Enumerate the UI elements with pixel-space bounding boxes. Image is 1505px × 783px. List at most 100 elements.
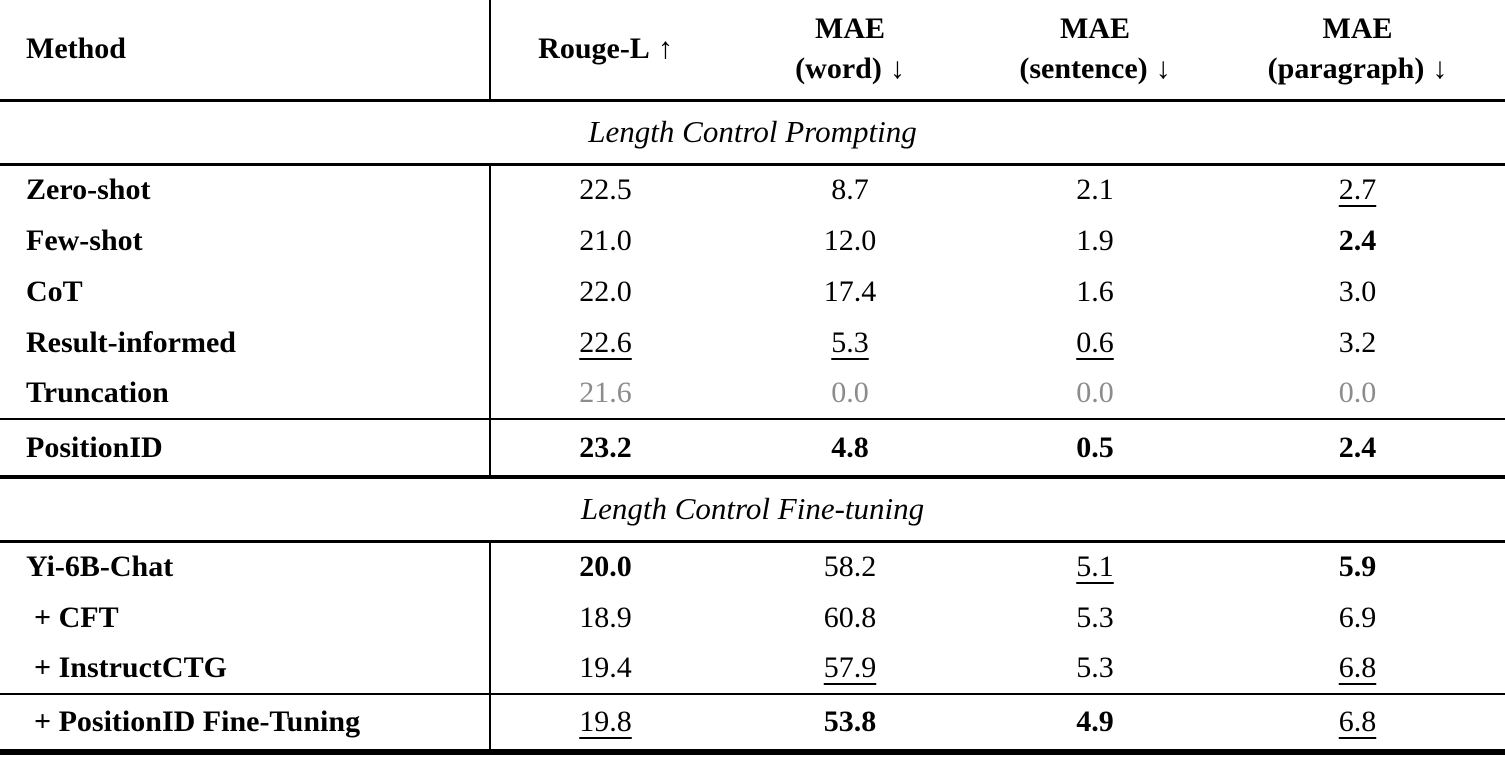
method-label: Zero-shot <box>26 173 151 207</box>
metric-value: 17.4 <box>823 274 877 308</box>
value-cell: 21.0 <box>490 215 720 266</box>
metric-value: 6.8 <box>1338 651 1377 684</box>
metric-value: 3.0 <box>1338 274 1377 308</box>
method-label: CoT <box>26 274 83 308</box>
metric-value: 57.9 <box>823 651 877 684</box>
metric-value: 4.9 <box>1076 705 1114 738</box>
down-arrow-icon: ↓ <box>889 52 905 86</box>
metric-value: 20.0 <box>579 550 632 584</box>
column-title: MAE <box>815 11 885 45</box>
value-cell: 19.8 <box>490 693 720 755</box>
metric-value: 0.6 <box>1076 325 1114 359</box>
results-table: Method Rouge-L ↑ MAE (word) ↓ MAE (sentenc… <box>0 0 1505 755</box>
value-cell: 58.2 <box>720 541 980 592</box>
value-cell: 53.8 <box>720 693 980 755</box>
metric-value: 60.8 <box>823 600 877 634</box>
metric-value: 21.6 <box>579 376 632 409</box>
method-cell: CoT <box>0 266 491 317</box>
column-subtitle: (sentence) <box>1019 52 1148 86</box>
table-row-cot: CoT 22.0 17.4 1.6 3.0 <box>0 266 1505 317</box>
method-cell: + PositionID Fine-Tuning <box>0 693 491 755</box>
value-cell: 0.5 <box>980 418 1210 479</box>
table-row-truncation: Truncation 21.6 0.0 0.0 0.0 <box>0 368 1505 419</box>
metric-value: 5.9 <box>1338 550 1377 584</box>
method-cell: Truncation <box>0 368 491 419</box>
down-arrow-icon: ↓ <box>1432 52 1448 86</box>
value-cell: 5.1 <box>980 541 1210 592</box>
metric-value: 5.1 <box>1076 550 1114 584</box>
value-cell: 0.0 <box>720 368 980 419</box>
value-cell: 2.1 <box>980 164 1210 215</box>
value-cell: 20.0 <box>490 541 720 592</box>
value-cell: 19.4 <box>490 643 720 694</box>
column-header-mae-paragraph: MAE (paragraph) ↓ <box>1210 0 1505 102</box>
value-cell: 0.0 <box>1210 368 1505 419</box>
metric-value: 0.0 <box>1338 376 1377 409</box>
metric-value: 2.1 <box>1076 173 1114 207</box>
value-cell: 3.0 <box>1210 266 1505 317</box>
column-header-rouge-l: Rouge-L ↑ <box>490 0 720 102</box>
metric-value: 18.9 <box>579 600 632 634</box>
metric-value: 0.5 <box>1076 430 1114 464</box>
method-cell: Yi-6B-Chat <box>0 541 491 592</box>
value-cell: 5.9 <box>1210 541 1505 592</box>
column-header-mae-sentence: MAE (sentence) ↓ <box>980 0 1210 102</box>
metric-value: 3.2 <box>1338 325 1377 359</box>
value-cell: 2.4 <box>1210 418 1505 479</box>
value-cell: 4.8 <box>720 418 980 479</box>
table-row-cft: + CFT 18.9 60.8 5.3 6.9 <box>0 592 1505 643</box>
column-subtitle: (word) <box>795 52 882 86</box>
metric-value: 1.9 <box>1076 223 1114 257</box>
method-cell: Result-informed <box>0 317 491 368</box>
section-title: Length Control Fine-tuning <box>0 477 1505 543</box>
column-title: MAE <box>1060 11 1130 45</box>
table-header-row: Method Rouge-L ↑ MAE (word) ↓ MAE (sentenc… <box>0 0 1505 102</box>
metric-value: 22.5 <box>579 173 632 207</box>
value-cell: 57.9 <box>720 643 980 694</box>
method-label: Truncation <box>26 376 169 409</box>
metric-value: 4.8 <box>831 430 869 464</box>
method-cell: Zero-shot <box>0 164 491 215</box>
table-row-few-shot: Few-shot 21.0 12.0 1.9 2.4 <box>0 215 1505 266</box>
value-cell: 4.9 <box>980 693 1210 755</box>
value-cell: 6.9 <box>1210 592 1505 643</box>
method-cell: Few-shot <box>0 215 491 266</box>
metric-value: 1.6 <box>1076 274 1114 308</box>
metric-value: 58.2 <box>823 550 877 584</box>
method-label: + CFT <box>34 600 119 634</box>
value-cell: 12.0 <box>720 215 980 266</box>
metric-value: 19.8 <box>579 705 632 738</box>
table-row-zero-shot: Zero-shot 22.5 8.7 2.1 2.7 <box>0 164 1505 215</box>
column-title: MAE <box>1322 11 1393 45</box>
column-header-mae-word: MAE (word) ↓ <box>720 0 980 102</box>
value-cell: 18.9 <box>490 592 720 643</box>
metric-value: 5.3 <box>1076 600 1114 634</box>
method-cell: PositionID <box>0 418 491 479</box>
metric-value: 2.4 <box>1338 430 1377 464</box>
metric-value: 12.0 <box>823 223 877 257</box>
value-cell: 17.4 <box>720 266 980 317</box>
table-row-positionid: PositionID 23.2 4.8 0.5 2.4 <box>0 418 1505 479</box>
method-label: PositionID <box>26 430 163 464</box>
value-cell: 6.8 <box>1210 693 1505 755</box>
value-cell: 5.3 <box>980 643 1210 694</box>
section-title: Length Control Prompting <box>0 100 1505 166</box>
metric-value: 21.0 <box>579 223 632 257</box>
value-cell: 21.6 <box>490 368 720 419</box>
value-cell: 2.7 <box>1210 164 1505 215</box>
table-row-positionid-fine-tuning: + PositionID Fine-Tuning 19.8 53.8 4.9 6… <box>0 693 1505 755</box>
value-cell: 23.2 <box>490 418 720 479</box>
method-label: Few-shot <box>26 223 143 257</box>
value-cell: 6.8 <box>1210 643 1505 694</box>
method-label: + PositionID Fine-Tuning <box>34 705 361 738</box>
up-arrow-icon: ↑ <box>657 32 673 65</box>
value-cell: 5.3 <box>980 592 1210 643</box>
value-cell: 22.6 <box>490 317 720 368</box>
metric-value: 5.3 <box>831 325 869 359</box>
down-arrow-icon: ↓ <box>1155 52 1171 86</box>
metric-value: 8.7 <box>831 173 869 207</box>
value-cell: 22.5 <box>490 164 720 215</box>
method-label: + InstructCTG <box>34 651 227 684</box>
metric-value: 2.4 <box>1338 223 1377 257</box>
value-cell: 60.8 <box>720 592 980 643</box>
